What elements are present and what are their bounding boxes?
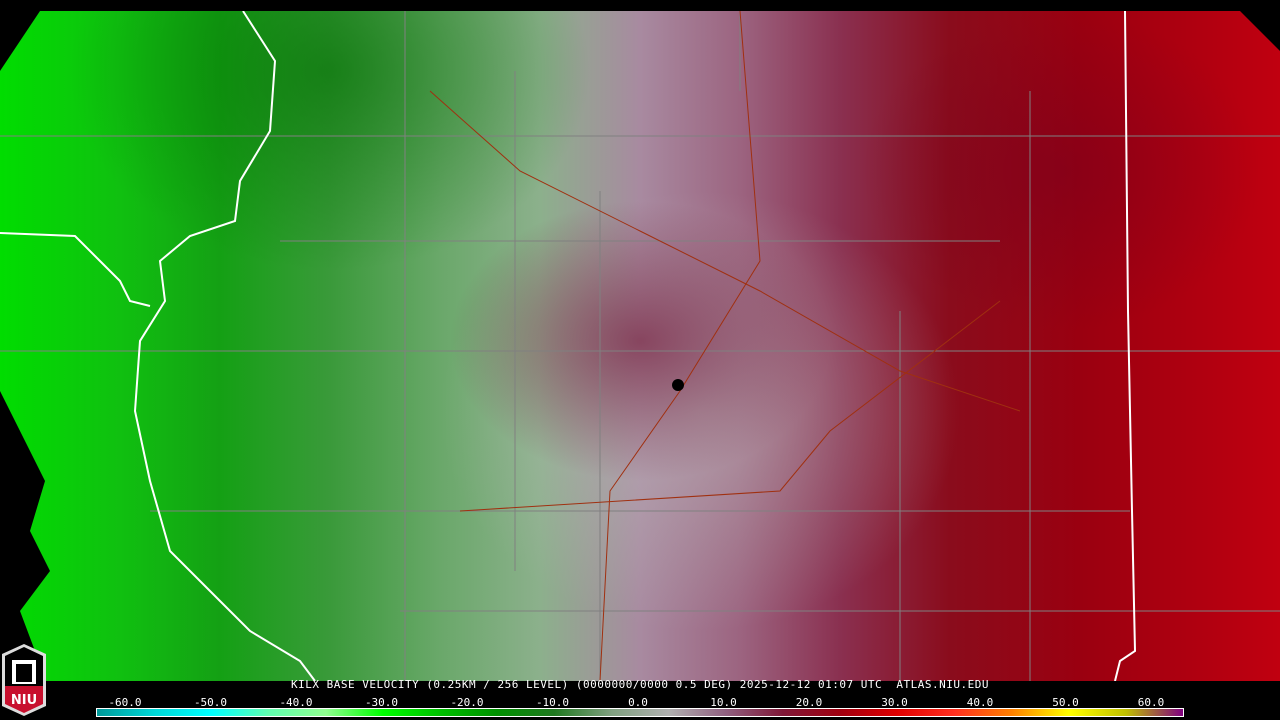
map-overlay xyxy=(0,11,1280,681)
niu-logo: NIU xyxy=(2,644,46,716)
no-data-region xyxy=(0,11,40,71)
velocity-colorbar xyxy=(96,708,1184,717)
colorbar-tick-label: 30.0 xyxy=(881,696,908,709)
highways xyxy=(429,11,1021,681)
colorbar-tick-label: -10.0 xyxy=(535,696,570,709)
colorbar-tick-label: -20.0 xyxy=(450,696,484,709)
product-caption: KILX BASE VELOCITY (0.25KM / 256 LEVEL) … xyxy=(290,678,989,691)
colorbar-tick-label: -50.0 xyxy=(193,696,228,709)
colorbar-tick-labels: -60.0 -50.0 -40.0 -30.0 -20.0 -10.0 0.0 10.0 20.… xyxy=(0,696,1280,709)
no-data-region xyxy=(0,391,50,681)
svg-text:NIU: NIU xyxy=(11,693,37,708)
colorbar-tick-label: 60.0 xyxy=(1137,696,1165,709)
colorbar-tick-label: 10.0 xyxy=(710,696,737,709)
colorbar-tick-label: -30.0 xyxy=(364,696,399,709)
county-boundaries xyxy=(0,11,1280,681)
radar-site-marker xyxy=(672,379,684,391)
no-data-region xyxy=(1240,11,1280,51)
colorbar-tick-label: 20.0 xyxy=(795,696,823,709)
colorbar-tick-label: 0.0 xyxy=(628,696,648,709)
colorbar-tick-label: 40.0 xyxy=(966,696,994,709)
colorbar-tick-label: -60.0 xyxy=(108,696,142,709)
state-boundaries xyxy=(0,11,1137,681)
colorbar-tick-label: -40.0 xyxy=(279,696,313,709)
colorbar-tick-label: 50.0 xyxy=(1052,696,1079,709)
radar-velocity-map[interactable] xyxy=(0,11,1280,681)
